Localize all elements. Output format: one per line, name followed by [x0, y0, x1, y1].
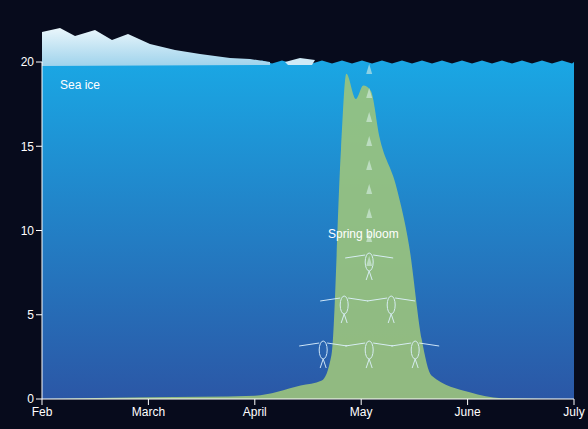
svg-text:10: 10: [21, 224, 35, 238]
svg-text:20: 20: [21, 55, 35, 69]
svg-text:July: July: [563, 405, 584, 419]
svg-text:May: May: [350, 405, 373, 419]
svg-text:15: 15: [21, 140, 35, 154]
html-text:Spring bloom: Spring bloom: [328, 227, 399, 241]
svg-text:5: 5: [27, 308, 34, 322]
svg-text:June: June: [455, 405, 481, 419]
svg-text:March: March: [132, 405, 165, 419]
svg-text:Feb: Feb: [32, 405, 53, 419]
html-text:Sea ice: Sea ice: [60, 78, 100, 92]
svg-text:0: 0: [27, 392, 34, 406]
svg-text:April: April: [243, 405, 267, 419]
